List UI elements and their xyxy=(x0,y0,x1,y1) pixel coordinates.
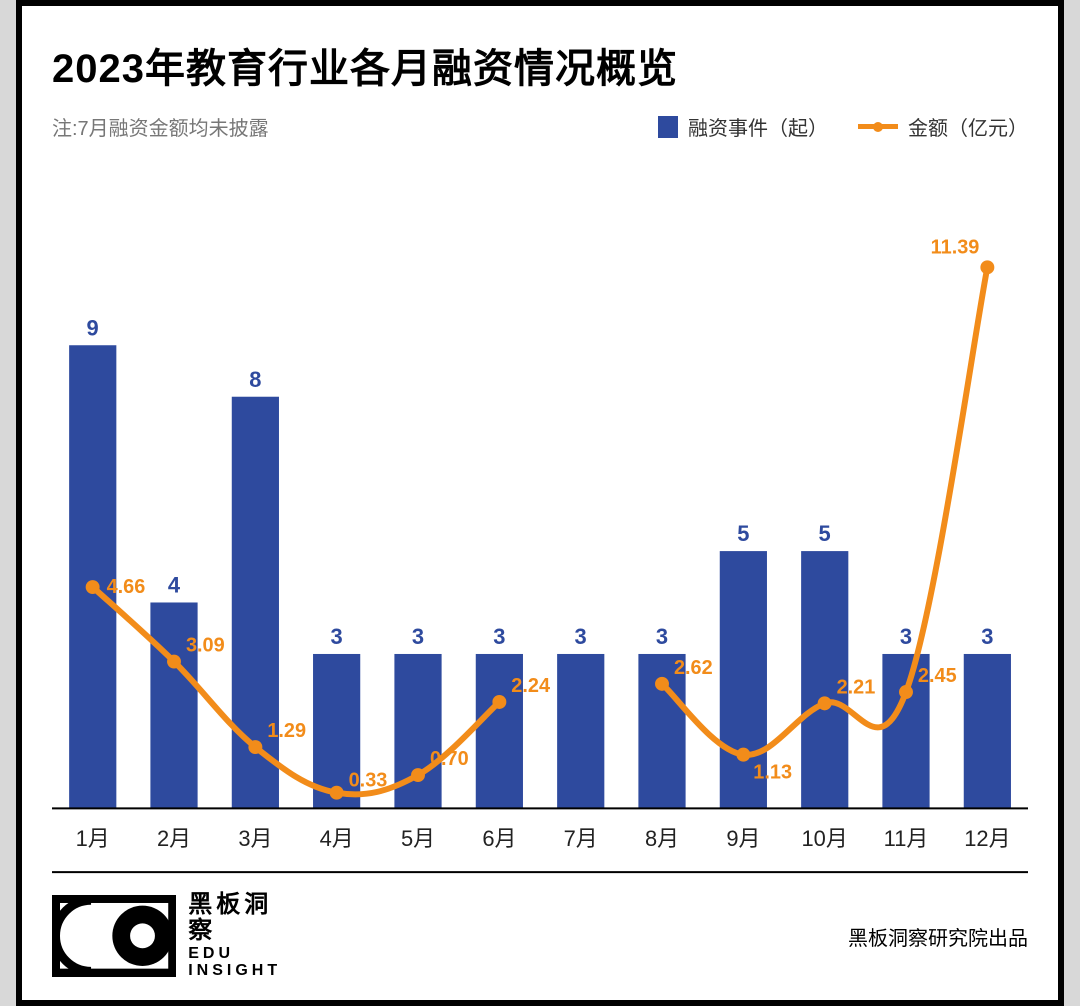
chart-svg: 9 1月 4 2月 8 3月 3 4月 3 5月 3 6月 3 7月 3 8月 5 9月 5 10月 3 11月 3 12月 4… xyxy=(52,161,1028,878)
brand-cn: 黑板洞察 xyxy=(188,892,281,945)
bar-value-label: 3 xyxy=(575,624,587,649)
x-axis-label: 8月 xyxy=(645,826,679,851)
line-value-label: 11.39 xyxy=(931,236,980,258)
line-value-label: 4.66 xyxy=(107,576,146,598)
bar-value-label: 3 xyxy=(981,624,993,649)
brand-text: 黑板洞察 EDU INSIGHT xyxy=(188,892,281,980)
header-row: 注:7月融资金额均未披露 融资事件（起） 金额（亿元） xyxy=(52,112,1028,141)
bar-value-label: 5 xyxy=(737,521,749,546)
bar-value-label: 3 xyxy=(900,624,912,649)
line-value-label: 2.21 xyxy=(837,676,876,698)
line-point xyxy=(330,786,344,800)
chart-note: 注:7月融资金额均未披露 xyxy=(52,112,658,141)
x-axis-label: 3月 xyxy=(238,826,272,851)
bar-value-label: 3 xyxy=(412,624,424,649)
bar-value-label: 3 xyxy=(331,624,343,649)
line-value-label: 2.62 xyxy=(674,657,713,679)
chart-card: 2023年教育行业各月融资情况概览 注:7月融资金额均未披露 融资事件（起） 金… xyxy=(16,0,1064,1006)
x-axis-label: 12月 xyxy=(964,826,1010,851)
line-value-label: 2.24 xyxy=(511,675,550,697)
line-point xyxy=(86,580,100,594)
line-value-label: 2.45 xyxy=(918,665,957,687)
legend: 融资事件（起） 金额（亿元） xyxy=(658,112,1028,141)
bar-value-label: 5 xyxy=(819,521,831,546)
line-point xyxy=(167,655,181,669)
credit-text: 黑板洞察研究院出品 xyxy=(848,922,1028,951)
line-point xyxy=(736,748,750,762)
legend-bar: 融资事件（起） xyxy=(658,112,828,141)
x-axis-label: 9月 xyxy=(726,826,760,851)
bar-swatch-icon xyxy=(658,116,678,138)
line-swatch-icon xyxy=(858,124,898,129)
legend-bar-label: 融资事件（起） xyxy=(688,112,828,141)
x-axis-label: 10月 xyxy=(802,826,848,851)
line-point xyxy=(655,677,669,691)
bar-value-label: 4 xyxy=(168,573,181,598)
bar-value-label: 9 xyxy=(87,315,99,340)
x-axis-label: 7月 xyxy=(564,826,598,851)
bar xyxy=(964,654,1011,808)
x-axis-label: 6月 xyxy=(482,826,516,851)
bar xyxy=(557,654,604,808)
line-point xyxy=(492,695,506,709)
brand-en: EDU INSIGHT xyxy=(188,945,281,980)
line-point xyxy=(411,768,425,782)
chart-area: 9 1月 4 2月 8 3月 3 4月 3 5月 3 6月 3 7月 3 8月 5 9月 5 10月 3 11月 3 12月 4… xyxy=(52,161,1028,878)
line-value-label: 0.33 xyxy=(349,770,388,792)
x-axis-label: 4月 xyxy=(320,826,354,851)
bar-value-label: 8 xyxy=(249,367,261,392)
line-value-label: 3.09 xyxy=(186,635,225,657)
line-value-label: 1.13 xyxy=(753,762,792,784)
x-axis-label: 1月 xyxy=(76,826,110,851)
chart-title: 2023年教育行业各月融资情况概览 xyxy=(52,36,1028,94)
bar-value-label: 3 xyxy=(656,624,668,649)
brand-block: 黑板洞察 EDU INSIGHT xyxy=(52,892,281,980)
line-value-label: 0.70 xyxy=(430,748,469,770)
line-value-label: 1.29 xyxy=(267,720,306,742)
bar xyxy=(150,602,197,808)
bar-value-label: 3 xyxy=(493,624,505,649)
x-axis-label: 5月 xyxy=(401,826,435,851)
x-axis-label: 11月 xyxy=(884,826,929,851)
x-axis-label: 2月 xyxy=(157,826,191,851)
line-point xyxy=(248,740,262,754)
line-point xyxy=(818,696,832,710)
legend-line: 金额（亿元） xyxy=(858,112,1028,141)
line-point xyxy=(980,260,994,274)
line-point xyxy=(899,685,913,699)
legend-line-label: 金额（亿元） xyxy=(908,112,1028,141)
